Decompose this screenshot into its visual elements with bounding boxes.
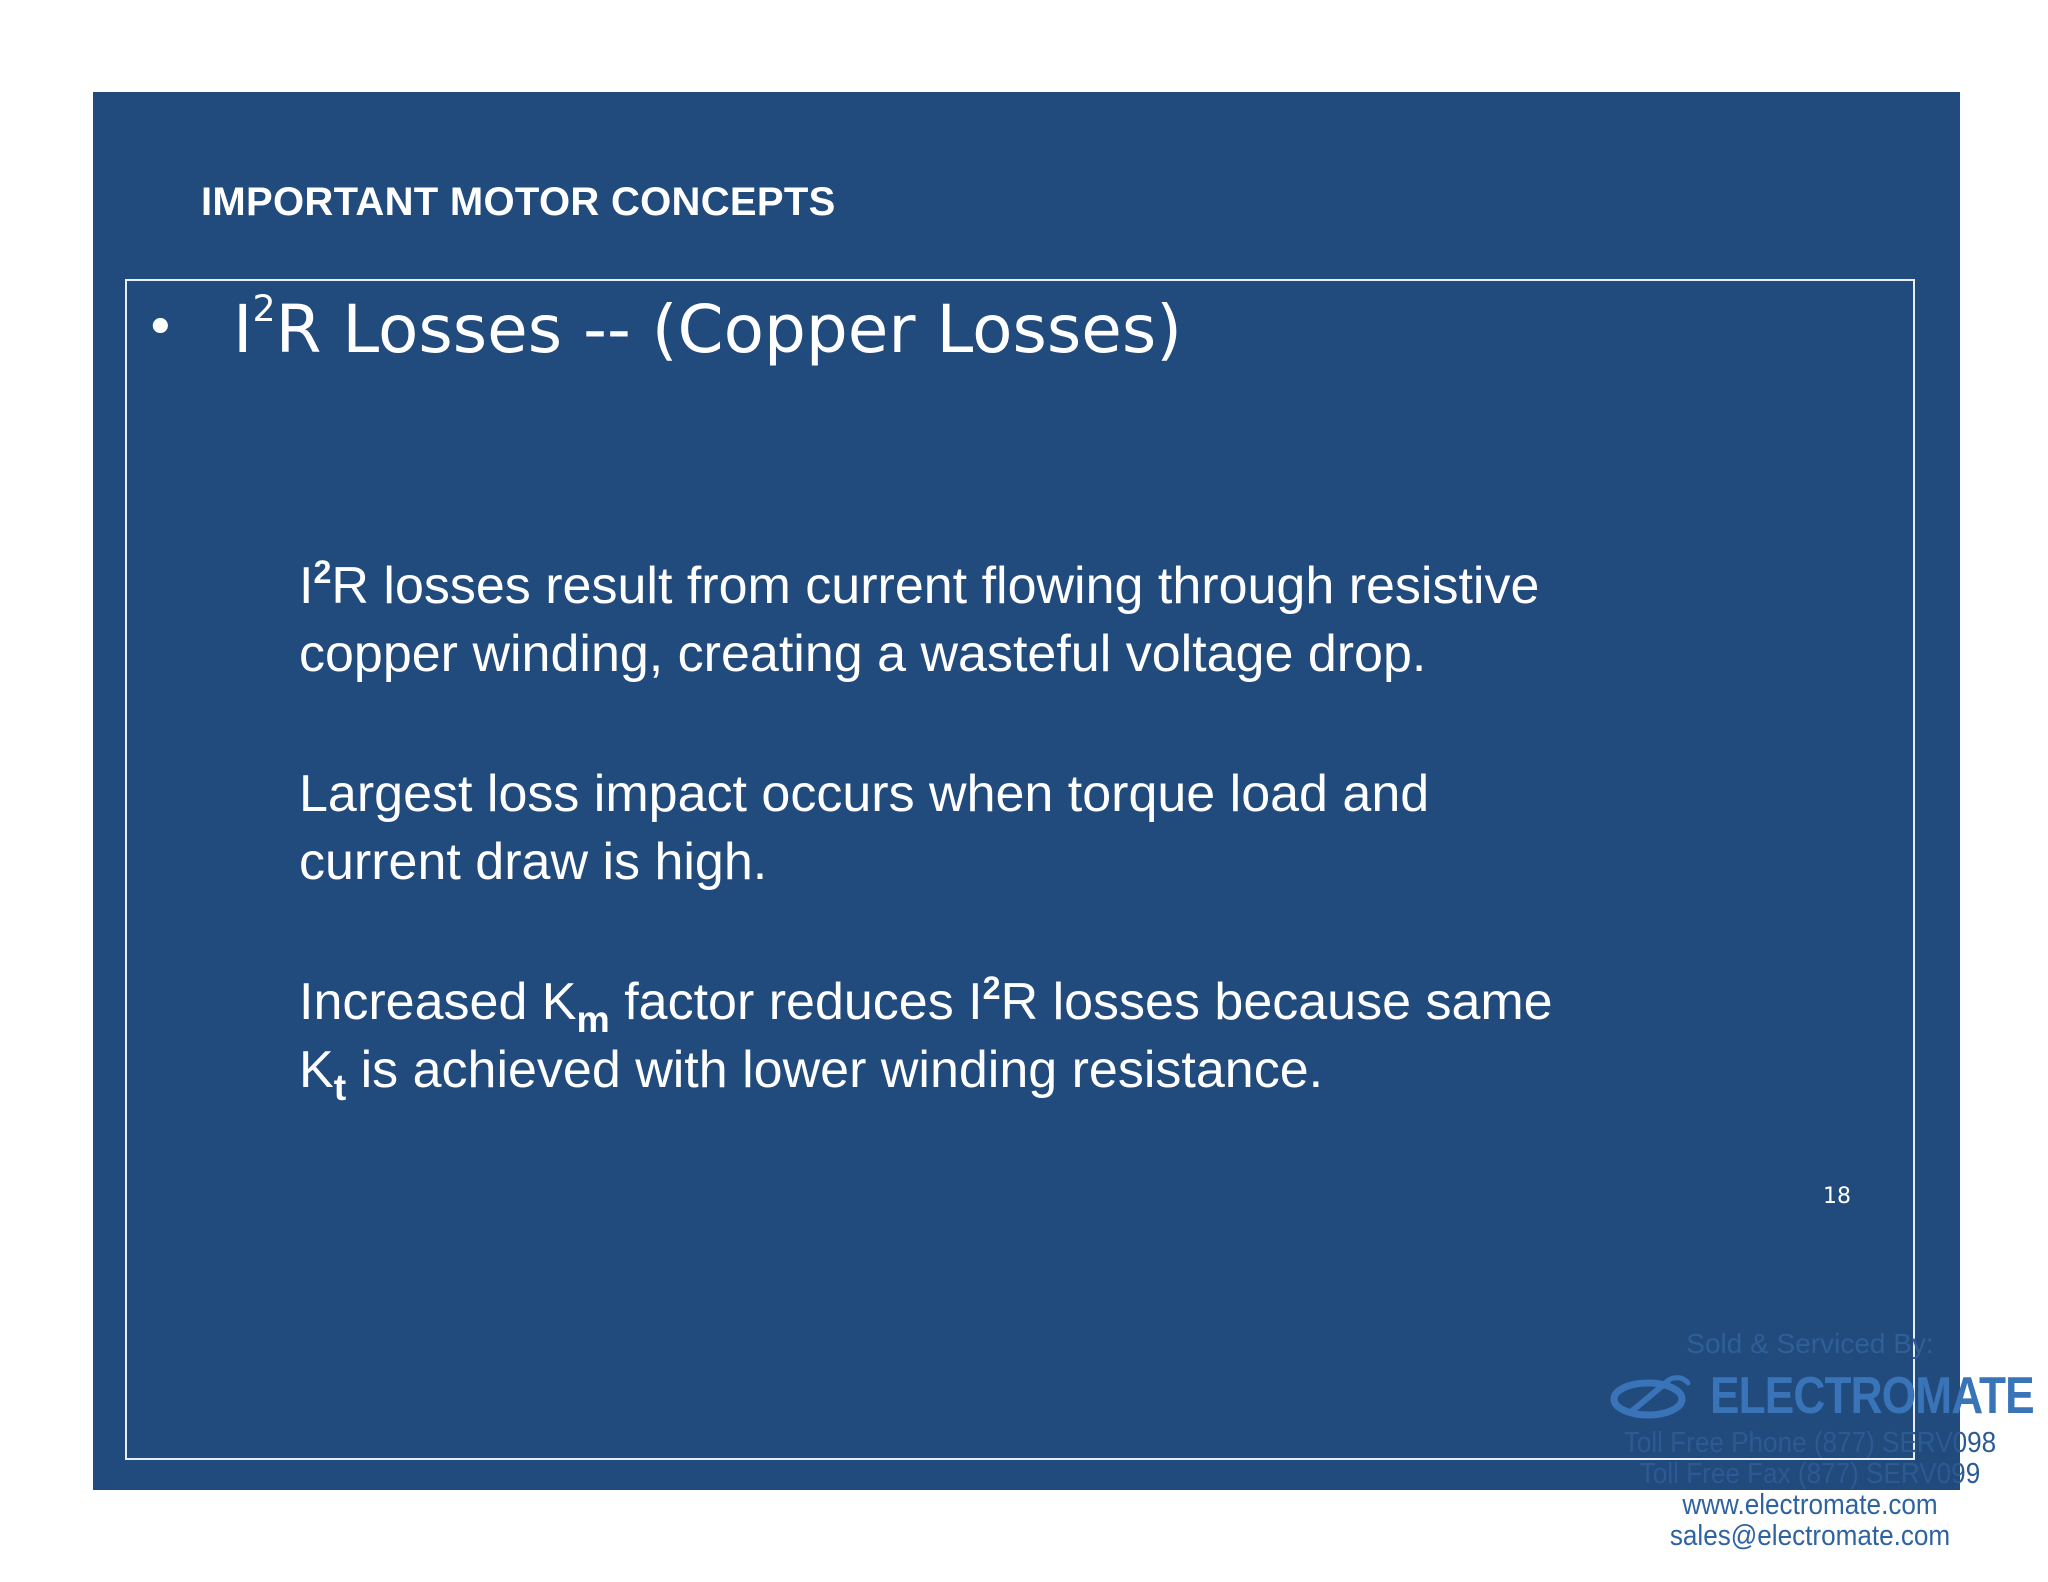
bullet-heading-prefix: I [233,291,253,368]
bullet-heading-text: R Losses -- (Copper Losses) [275,291,1182,368]
content-frame [125,279,1915,1460]
bullet-heading: • I2R Losses -- (Copper Losses) [145,290,1182,369]
p2-line1-text: Largest loss impact occurs when torque l… [299,765,1430,823]
p1-superscript: 2 [313,554,332,591]
p1-line2-text: copper winding, creating a wasteful volt… [299,625,1427,683]
paragraph-2: Largest loss impact occurs when torque l… [299,760,1799,896]
slide-body: I2R losses result from current flowing t… [299,552,1799,1106]
watermark-email[interactable]: sales@electromate.com [1669,1520,1951,1552]
p3-line1-part-b: factor reduces I [609,973,983,1031]
p3-line1-part-c: R losses because same [1000,973,1553,1031]
p3-subscript-m: m [576,998,610,1041]
bullet-heading-superscript: 2 [252,287,276,331]
paragraph-1: I2R losses result from current flowing t… [299,552,1799,688]
watermark-brand: ELECTROMATE [1710,1367,2035,1425]
slide-header: IMPORTANT MOTOR CONCEPTS [201,180,836,224]
electromate-watermark: Sold & Serviced By: ELECTROMATE Toll Fre… [1590,1328,2035,1552]
p2-line2-text: current draw is high. [299,833,768,891]
p1-line1-text: R losses result from current flowing thr… [331,557,1540,615]
page-number: 18 [1823,1184,1851,1209]
p3-subscript-t: t [333,1066,347,1109]
p3-superscript: 2 [982,970,1001,1007]
paragraph-3: Increased Km factor reduces I2R losses b… [299,968,1799,1106]
watermark-website[interactable]: www.electromate.com [1682,1489,1938,1521]
watermark-fax: Toll Free Fax (877) SERV099 [1639,1458,1981,1490]
p3-line2-part-a: K [299,1041,334,1099]
p1-line1-prefix: I [299,557,314,615]
p3-line1-part-a: Increased K [299,973,577,1031]
electromate-logo-icon [1610,1375,1691,1419]
watermark-logo: ELECTROMATE [1590,1364,2035,1428]
slide: IMPORTANT MOTOR CONCEPTS • I2R Losses -- … [93,92,1960,1490]
watermark-phone: Toll Free Phone (877) SERV098 [1623,1427,1997,1459]
p3-line2-part-b: is achieved with lower winding resistanc… [346,1041,1324,1099]
bullet-icon: • [145,297,176,358]
watermark-sold-by: Sold & Serviced By: [1686,1328,1934,1359]
